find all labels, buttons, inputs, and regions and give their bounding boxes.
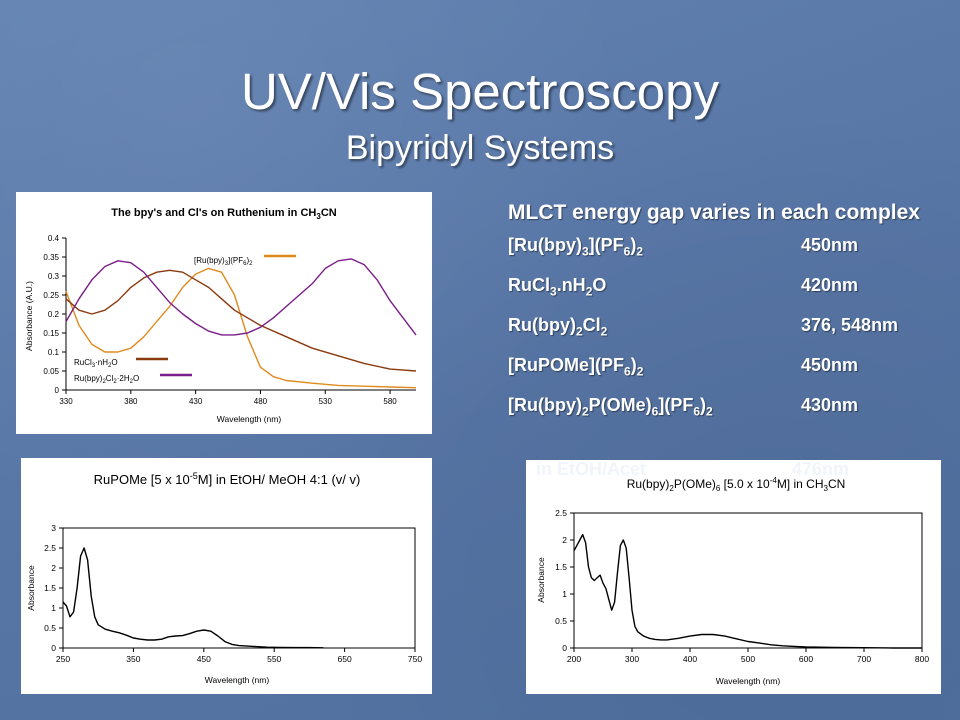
x-axis-label: Wavelength (nm) [205,675,270,685]
x-tick-label: 650 [338,654,352,664]
series-line-1 [65,267,417,389]
chart-legend: [Ru(bpy)3](PF6)2 RuCl3·nH2O Ru(bpy)2Cl2·… [74,254,296,385]
x-tick-label: 550 [267,654,281,664]
compound-label: [Ru(bpy)2P(OMe)6](PF6)2 [508,395,713,419]
series-line-1 [62,547,324,649]
x-tick-label: 600 [799,654,813,664]
mlct-row-partially-hidden: in EtOH/Acet 476nm [536,459,866,483]
x-tick-label: 350 [126,654,140,664]
x-tick-label: 400 [683,654,697,664]
chart-plot-area [62,527,416,649]
y-tick-label: 2 [562,535,567,545]
mlct-row: [Ru(bpy)3](PF6)2 450nm [508,233,948,273]
y-tick-label: 1.5 [555,562,567,572]
mlct-row: [RuPOMe](PF6)2 450nm [508,353,948,393]
compound-wavelength: 430nm [801,395,859,415]
y-tick-label: 0.3 [48,272,60,281]
y-tick-label: 0.15 [43,329,59,338]
mlct-row: RuCl3.nH2O 420nm [508,273,948,313]
compound-wavelength: 450nm [801,355,859,375]
chart-title: Ru(bpy)2P(OMe)6 [5.0 x 10-4M] in CH3CN [627,476,846,493]
chart-rupome: RuPOMe [5 x 10-5M] in EtOH/ MeOH 4:1 (v/… [26,471,422,685]
compound-wavelength: 376, 548nm [801,315,899,335]
x-tick-label: 330 [59,397,73,406]
x-tick-label: 530 [319,397,333,406]
x-tick-label: 800 [915,654,929,664]
y-tick-label: 2 [51,563,56,573]
y-tick-label: 0.1 [48,348,60,357]
x-tick-label: 250 [56,654,70,664]
chart-plot-area [573,512,923,649]
x-tick-label: 500 [741,654,755,664]
x-tick-label: 450 [197,654,211,664]
y-tick-label: 0.25 [43,291,59,300]
y-tick-label: 0 [51,643,56,653]
slide-title: UV/Vis Spectroscopy [240,63,720,120]
slide-subtitle: Bipyridyl Systems [345,129,615,167]
legend-label-ru-bpy3: [Ru(bpy)3](PF6)2 [194,256,253,267]
chart-panel-ru-bpy2-pome6: Ru(bpy)2P(OMe)6 [5.0 x 10-4M] in CH3CN A… [526,460,941,694]
x-tick-label: 300 [625,654,639,664]
chart-panel-rupome: RuPOMe [5 x 10-5M] in EtOH/ MeOH 4:1 (v/… [21,458,432,694]
y-tick-label: 1 [51,603,56,613]
y-tick-label: 0.2 [48,310,60,319]
y-tick-label: 0 [562,643,567,653]
chart-title: RuPOMe [5 x 10-5M] in EtOH/ MeOH 4:1 (v/… [94,471,361,487]
y-tick-label: 0.5 [44,623,56,633]
compound-label: in EtOH/Acet [536,459,647,479]
y-tick-label: 0.35 [43,253,59,262]
compound-wavelength: 476nm [792,459,850,479]
x-tick-label: 750 [408,654,422,664]
y-tick-label: 2.5 [555,508,567,518]
x-tick-label: 380 [124,397,138,406]
series-line-2 [65,269,417,372]
legend-label-rucl3: RuCl3·nH2O [74,358,118,369]
x-axis-label: Wavelength (nm) [716,676,781,686]
x-tick-label: 480 [254,397,268,406]
compound-label: [RuPOMe](PF6)2 [508,355,644,379]
series-line-1 [573,533,922,649]
series-line-3 [65,258,417,336]
y-tick-label: 3 [51,523,56,533]
y-tick-label: 0.4 [48,234,60,243]
y-tick-label: 2.5 [44,543,56,553]
x-tick-label: 580 [383,397,397,406]
y-tick-label: 1.5 [44,583,56,593]
mlct-row: [Ru(bpy)2P(OMe)6](PF6)2 430nm [508,393,948,433]
x-tick-label: 700 [857,654,871,664]
y-tick-label: 1 [562,589,567,599]
compound-wavelength: 420nm [801,275,859,295]
chart-ru-bpy2-pome6: Ru(bpy)2P(OMe)6 [5.0 x 10-4M] in CH3CN A… [536,476,929,686]
compound-label: [Ru(bpy)3](PF6)2 [508,235,644,259]
y-tick-label: 0.5 [555,616,567,626]
mlct-heading: MLCT energy gap varies in each complex [508,201,920,224]
x-tick-label: 200 [567,654,581,664]
mlct-info: MLCT energy gap varies in each complex [… [508,199,948,433]
x-axis-label: Wavelength (nm) [217,414,282,424]
compound-label: RuCl3.nH2O [508,275,607,299]
y-axis-label: Absorbance [26,565,36,611]
compound-label: Ru(bpy)2Cl2 [508,315,608,339]
y-axis-label: Absorbance (A.U.) [24,281,34,351]
y-axis-label: Absorbance [536,557,546,603]
y-tick-label: 0.05 [43,367,59,376]
legend-label-ru-bpy2cl2: Ru(bpy)2Cl2·2H2O [74,374,139,385]
x-tick-label: 430 [189,397,203,406]
chart-bpy-cl: The bpy's and Cl's on Ruthenium in CH3CN… [24,207,417,424]
compound-wavelength: 450nm [801,235,859,255]
chart-panel-bpy-cl: The bpy's and Cl's on Ruthenium in CH3CN… [16,192,432,434]
chart-title: The bpy's and Cl's on Ruthenium in CH3CN [111,207,336,221]
y-tick-label: 0 [55,386,60,395]
mlct-row: Ru(bpy)2Cl2 376, 548nm [508,313,948,353]
